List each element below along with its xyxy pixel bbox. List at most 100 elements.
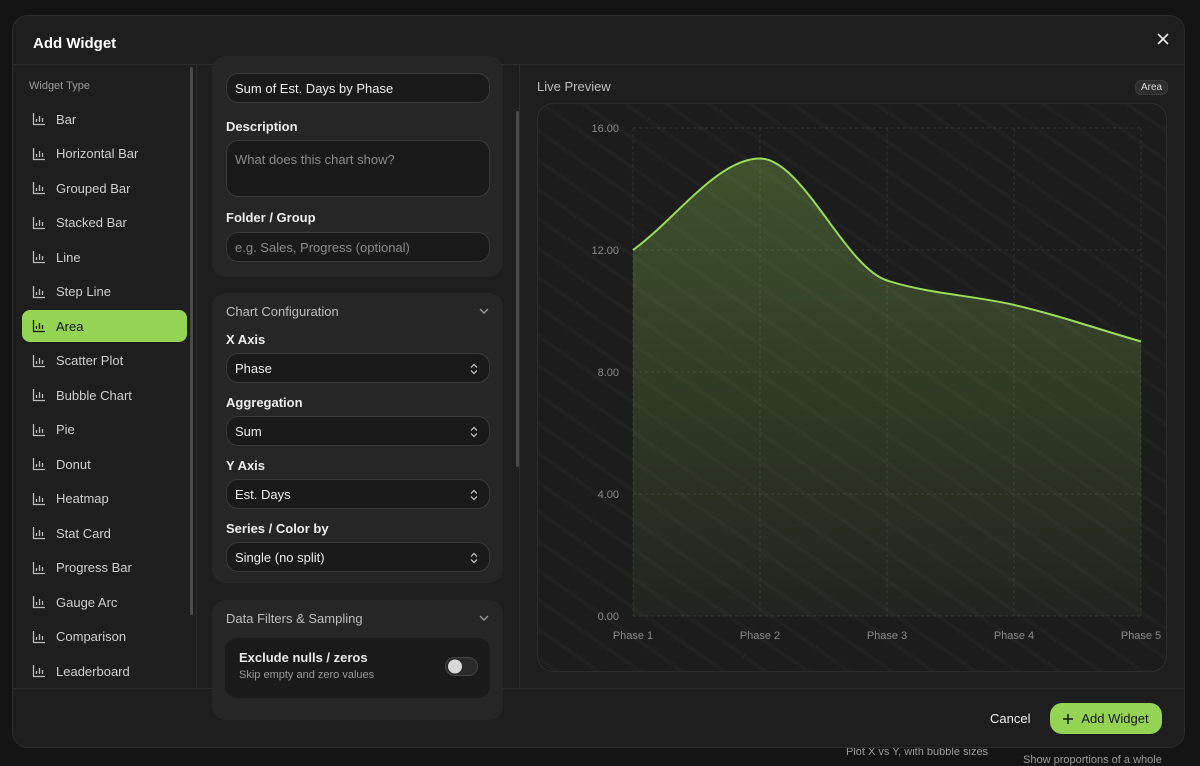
widget-type-item[interactable]: Progress Bar xyxy=(22,552,187,584)
input-value: Sum of Est. Days by Phase xyxy=(235,80,394,96)
item-icon xyxy=(32,389,45,402)
select[interactable]: Est. Days xyxy=(226,479,490,509)
preview-heading: Live Preview xyxy=(537,79,611,94)
x-tick-label: Phase 1 xyxy=(613,630,653,642)
item-icon xyxy=(32,423,45,436)
x-tick-label: Phase 2 xyxy=(740,630,780,642)
title-input[interactable]: Sum of Est. Days by Phase xyxy=(226,73,490,103)
widget-type-item[interactable]: Leaderboard xyxy=(22,655,187,687)
item-label: Area xyxy=(56,318,84,334)
item-icon xyxy=(32,182,45,195)
close-button[interactable] xyxy=(1156,32,1170,46)
select-icon xyxy=(470,552,478,564)
item-icon xyxy=(32,630,45,643)
item-label: Bar xyxy=(56,111,77,127)
area-line xyxy=(632,157,1142,343)
collapse-icon[interactable] xyxy=(478,306,490,316)
widget-type-item[interactable]: Heatmap xyxy=(22,483,187,515)
placeholder: What does this chart show? xyxy=(235,152,395,167)
x-tick-label: Phase 4 xyxy=(994,630,1034,642)
y-tick-label: 0.00 xyxy=(598,611,619,623)
widget-type-item[interactable]: Bubble Chart xyxy=(22,379,187,411)
y-tick-label: 4.00 xyxy=(598,489,619,501)
plus-icon xyxy=(1063,713,1074,724)
widget-type-item[interactable]: Bar xyxy=(22,103,187,135)
item-icon xyxy=(32,285,45,298)
widget-type-item[interactable]: Gauge Arc xyxy=(22,586,187,618)
select-value: Sum xyxy=(235,423,262,439)
widget-type-item[interactable]: Area xyxy=(22,310,187,342)
description-input[interactable]: What does this chart show? xyxy=(226,140,490,197)
field-label: X Axis xyxy=(226,332,266,347)
item-icon xyxy=(32,216,45,229)
chart: 0.00 4.00 8.00 12.00 16.00 Phase 1 Phase 2 Phas… xyxy=(538,104,1166,671)
scrollbar[interactable] xyxy=(516,111,519,467)
field-label: Folder / Group xyxy=(226,210,316,225)
widget-type-item[interactable]: Scatter Plot xyxy=(22,345,187,377)
toggle[interactable] xyxy=(445,657,479,677)
item-icon xyxy=(32,147,45,160)
item-label: Horizontal Bar xyxy=(56,146,139,161)
item-label: Stacked Bar xyxy=(56,215,127,230)
widget-type-item[interactable]: Horizontal Bar xyxy=(22,138,187,170)
chart-card: 0.00 4.00 8.00 12.00 16.00 Phase 1 Phase 2 Phas… xyxy=(537,103,1167,672)
field-label: Description xyxy=(226,119,298,134)
cancel-button[interactable]: Cancel xyxy=(990,711,1031,726)
item-icon xyxy=(32,665,45,678)
add-widget-button[interactable]: Add Widget xyxy=(1050,703,1162,734)
item-label: Leaderboard xyxy=(56,663,130,679)
widget-type-item[interactable]: Stat Card xyxy=(22,517,187,549)
item-icon xyxy=(32,596,45,609)
widget-type-item[interactable]: Donut xyxy=(22,448,187,480)
item-icon xyxy=(32,492,45,505)
item-icon xyxy=(32,458,45,471)
select[interactable]: Phase xyxy=(226,353,490,383)
item-label: Gauge Arc xyxy=(56,594,118,610)
background-text: Plot X vs Y, with bubble sizes xyxy=(846,746,989,758)
item-icon xyxy=(32,527,45,540)
area-fill xyxy=(633,158,1141,616)
y-tick-label: 8.00 xyxy=(598,367,619,379)
section-heading: Chart Configuration xyxy=(226,304,339,319)
divider xyxy=(13,688,1184,689)
widget-type-item[interactable]: Pie xyxy=(22,414,187,446)
collapse-icon[interactable] xyxy=(478,613,490,623)
item-label: Bubble Chart xyxy=(56,387,132,403)
toggle-hint: Skip empty and zero values xyxy=(239,669,375,681)
widget-type-item[interactable]: Stacked Bar xyxy=(22,207,187,239)
y-tick-label: 16.00 xyxy=(591,123,619,135)
divider xyxy=(196,65,197,688)
item-icon xyxy=(32,561,45,574)
item-label: Scatter Plot xyxy=(56,353,124,368)
select[interactable]: Single (no split) xyxy=(226,542,490,572)
item-label: Stat Card xyxy=(56,525,111,541)
placeholder: e.g. Sales, Progress (optional) xyxy=(235,239,410,255)
x-tick-label: Phase 3 xyxy=(867,630,907,642)
button-label: Add Widget xyxy=(1081,711,1149,726)
folder-input[interactable]: e.g. Sales, Progress (optional) xyxy=(226,232,490,262)
divider xyxy=(13,64,1184,65)
dialog-title: Add Widget xyxy=(33,35,117,52)
field-label: Series / Color by xyxy=(226,521,329,536)
sidebar-heading: Widget Type xyxy=(29,80,90,92)
widget-type-item[interactable]: Comparison xyxy=(22,621,187,653)
select-icon xyxy=(470,489,478,501)
widget-type-item[interactable]: Step Line xyxy=(22,276,187,308)
scrollbar[interactable] xyxy=(190,67,193,615)
widget-type-item[interactable]: Grouped Bar xyxy=(22,172,187,204)
item-icon xyxy=(32,113,45,126)
select-value: Phase xyxy=(235,360,272,376)
section-heading: Data Filters & Sampling xyxy=(226,611,363,626)
item-label: Pie xyxy=(56,422,75,437)
item-label: Donut xyxy=(56,456,91,472)
item-icon xyxy=(32,320,45,333)
item-label: Line xyxy=(56,249,81,265)
select-value: Single (no split) xyxy=(235,549,325,565)
widget-type-item[interactable]: Line xyxy=(22,241,187,273)
y-tick-label: 12.00 xyxy=(591,245,619,257)
divider xyxy=(519,65,520,688)
field-label: Y Axis xyxy=(226,458,266,473)
type-badge: Area xyxy=(1135,80,1169,95)
select[interactable]: Sum xyxy=(226,416,490,446)
